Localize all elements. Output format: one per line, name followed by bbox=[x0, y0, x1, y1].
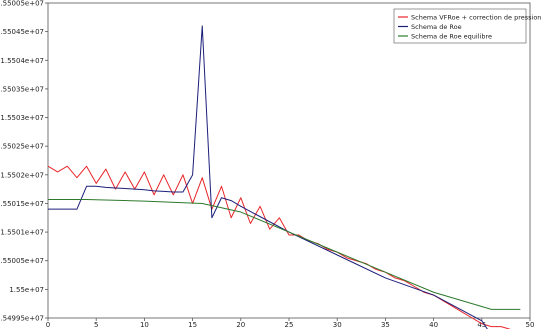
series-line-3 bbox=[48, 198, 521, 310]
legend-entry-3: Schema de Roe equilibre bbox=[411, 32, 492, 40]
y-tick-label: 1.5501e+07 bbox=[0, 229, 44, 237]
x-tick-label: 35 bbox=[381, 321, 390, 329]
x-tick-label: 10 bbox=[140, 321, 149, 329]
legend-box bbox=[393, 8, 527, 44]
y-tick-label: 1.5504e+07 bbox=[0, 57, 44, 65]
x-tick-label: 0 bbox=[46, 321, 50, 329]
x-tick-label: 40 bbox=[429, 321, 438, 329]
x-tick-label: 30 bbox=[333, 321, 342, 329]
legend: Schema VFRoe + correction de pression Sch… bbox=[393, 8, 541, 44]
y-tick-label: 1.5503e+07 bbox=[0, 114, 44, 122]
x-tick-label: 50 bbox=[526, 321, 535, 329]
legend-entry-2: Schema de Roe bbox=[411, 23, 462, 31]
x-tick-label: 20 bbox=[236, 321, 245, 329]
x-tick-label: 45 bbox=[477, 321, 486, 329]
legend-entry-1: Schema VFRoe + correction de pression bbox=[411, 13, 541, 21]
x-tick-label: 5 bbox=[94, 321, 98, 329]
y-tick-label: 1.55025e+07 bbox=[0, 143, 44, 151]
series-layer bbox=[47, 25, 521, 329]
plot-area bbox=[47, 2, 531, 319]
series-line-2 bbox=[48, 25, 488, 329]
y-tick-label: 1.55035e+07 bbox=[0, 85, 44, 93]
x-axis: 0 5 10 15 20 25 30 35 40 45 50 bbox=[46, 318, 535, 329]
y-tick-label: 1.55015e+07 bbox=[0, 200, 44, 208]
x-tick-label: 25 bbox=[285, 321, 294, 329]
y-tick-label: 1.54995e+07 bbox=[0, 315, 44, 323]
x-tick-label: 15 bbox=[188, 321, 197, 329]
y-tick-label: 1.5502e+07 bbox=[0, 171, 44, 179]
y-tick-label: 1.55045e+07 bbox=[0, 28, 44, 36]
y-tick-label: 1.55005e+07 bbox=[0, 257, 44, 265]
y-tick-label: 1.55e+07 bbox=[9, 286, 44, 294]
y-tick-label: 1.55005e+07 bbox=[0, 0, 44, 8]
y-axis: 1.54995e+07 1.55e+07 1.55005e+07 1.5501e+07… bbox=[0, 0, 48, 323]
